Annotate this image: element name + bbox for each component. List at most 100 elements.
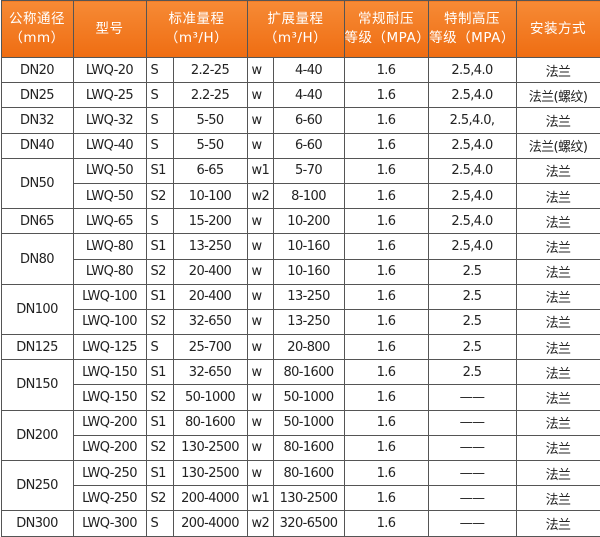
dn-cell: DN40 — [1, 133, 73, 158]
std-grade-cell: S1 — [146, 360, 173, 385]
ext-grade-cell: w — [247, 410, 273, 435]
normal-pressure-cell: 1.6 — [344, 209, 428, 234]
install-cell: 法兰 — [516, 410, 600, 435]
header-high-pressure: 特制高压等级（MPA） — [428, 1, 516, 58]
install-cell: 法兰 — [516, 360, 600, 385]
install-cell: 法兰 — [516, 108, 600, 133]
header-std-range: 标准量程（m³/H） — [146, 1, 247, 58]
header-row: 公称通径（mm） 型号 标准量程（m³/H） 扩展量程（m³/H） 常规耐压等级… — [1, 1, 600, 58]
header-ext-line2: （m³/H） — [264, 30, 327, 46]
std-range-cell: 130-2500 — [173, 435, 247, 460]
install-cell: 法兰 — [516, 435, 600, 460]
high-pressure-cell: 2.5,4.0 — [428, 183, 516, 208]
header-model: 型号 — [73, 1, 146, 58]
high-pressure-cell: —— — [428, 410, 516, 435]
ext-range-cell: 8-100 — [273, 183, 344, 208]
normal-pressure-cell: 1.6 — [344, 83, 428, 108]
std-grade-cell: S2 — [146, 259, 173, 284]
ext-grade-cell: w — [247, 435, 273, 460]
install-cell: 法兰 — [516, 209, 600, 234]
normal-pressure-cell: 1.6 — [344, 335, 428, 360]
header-np-line1: 常规耐压 — [358, 11, 414, 27]
ext-range-cell: 13-250 — [273, 284, 344, 309]
std-range-cell: 2.2-25 — [173, 58, 247, 83]
ext-grade-cell: w1 — [247, 486, 273, 511]
model-cell: LWQ-300 — [73, 511, 146, 536]
header-np-line2: 等级（MPA） — [345, 30, 429, 46]
model-cell: LWQ-150 — [73, 385, 146, 410]
ext-grade-cell: w — [247, 335, 273, 360]
model-cell: LWQ-50 — [73, 158, 146, 183]
high-pressure-cell: —— — [428, 385, 516, 410]
normal-pressure-cell: 1.6 — [344, 410, 428, 435]
normal-pressure-cell: 1.6 — [344, 511, 428, 536]
high-pressure-cell: 2.5 — [428, 335, 516, 360]
dn-cell: DN250 — [1, 461, 73, 511]
ext-range-cell: 10-160 — [273, 234, 344, 259]
ext-range-cell: 13-250 — [273, 309, 344, 334]
dn-cell: DN25 — [1, 83, 73, 108]
ext-grade-cell: w — [247, 259, 273, 284]
dn-cell: DN300 — [1, 511, 73, 536]
model-cell: LWQ-200 — [73, 435, 146, 460]
normal-pressure-cell: 1.6 — [344, 183, 428, 208]
ext-range-cell: 80-1600 — [273, 360, 344, 385]
normal-pressure-cell: 1.6 — [344, 234, 428, 259]
ext-range-cell: 6-60 — [273, 133, 344, 158]
ext-grade-cell: w — [247, 83, 273, 108]
std-grade-cell: S — [146, 335, 173, 360]
std-range-cell: 20-400 — [173, 284, 247, 309]
std-grade-cell: S — [146, 511, 173, 536]
high-pressure-cell: —— — [428, 486, 516, 511]
normal-pressure-cell: 1.6 — [344, 360, 428, 385]
install-cell: 法兰 — [516, 58, 600, 83]
model-cell: LWQ-250 — [73, 486, 146, 511]
header-normal-pressure: 常规耐压等级（MPA） — [344, 1, 428, 58]
ext-grade-cell: w — [247, 385, 273, 410]
header-ext-range: 扩展量程（m³/H） — [247, 1, 344, 58]
dn-cell: DN80 — [1, 234, 73, 284]
high-pressure-cell: —— — [428, 461, 516, 486]
std-range-cell: 10-100 — [173, 183, 247, 208]
high-pressure-cell: 2.5,4.0 — [428, 158, 516, 183]
high-pressure-cell: 2.5 — [428, 259, 516, 284]
ext-grade-cell: w — [247, 284, 273, 309]
high-pressure-cell: 2.5 — [428, 284, 516, 309]
ext-range-cell: 50-1000 — [273, 385, 344, 410]
install-cell: 法兰 — [516, 486, 600, 511]
normal-pressure-cell: 1.6 — [344, 309, 428, 334]
std-range-cell: 25-700 — [173, 335, 247, 360]
normal-pressure-cell: 1.6 — [344, 385, 428, 410]
std-grade-cell: S1 — [146, 461, 173, 486]
install-cell: 法兰 — [516, 158, 600, 183]
normal-pressure-cell: 1.6 — [344, 133, 428, 158]
std-grade-cell: S2 — [146, 435, 173, 460]
model-cell: LWQ-200 — [73, 410, 146, 435]
high-pressure-cell: 2.5,4.0 — [428, 209, 516, 234]
install-cell: 法兰 — [516, 309, 600, 334]
header-std-line2: （m³/H） — [165, 30, 228, 46]
header-dn: 公称通径（mm） — [1, 1, 73, 58]
model-cell: LWQ-100 — [73, 284, 146, 309]
ext-range-cell: 6-60 — [273, 108, 344, 133]
normal-pressure-cell: 1.6 — [344, 58, 428, 83]
ext-grade-cell: w — [247, 133, 273, 158]
ext-grade-cell: w — [247, 58, 273, 83]
dn-cell: DN32 — [1, 108, 73, 133]
high-pressure-cell: —— — [428, 435, 516, 460]
std-grade-cell: S1 — [146, 284, 173, 309]
std-range-cell: 200-4000 — [173, 511, 247, 536]
std-grade-cell: S2 — [146, 309, 173, 334]
header-install: 安装方式 — [516, 1, 600, 58]
install-cell: 法兰 — [516, 183, 600, 208]
ext-grade-cell: w — [247, 209, 273, 234]
